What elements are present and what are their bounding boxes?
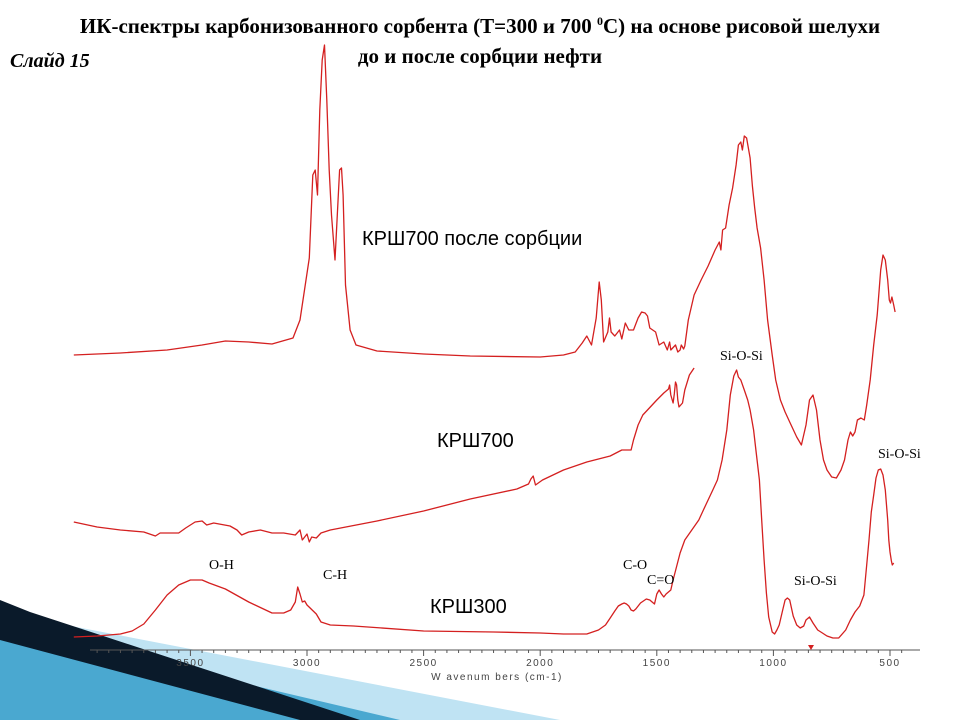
x-tick-label: 2000 [526, 658, 554, 669]
x-axis: 3500 3000 2500 2000 1500 1000 500 W avenum bers… [90, 645, 920, 683]
axis-marker [808, 645, 814, 650]
decorative-ribbon [0, 600, 560, 720]
label-krsh700: КРШ700 [437, 430, 514, 452]
series-krsh300 [73, 369, 895, 639]
slide-title: ИК-спектры карбонизованного сорбента (Т=… [0, 6, 960, 71]
title-line1-post: С) на основе рисовой шелухи [602, 14, 881, 38]
title-line1-pre: ИК-спектры карбонизованного сорбента (Т=… [79, 14, 597, 38]
x-tick-label: 1000 [759, 658, 787, 669]
x-axis-label: W avenum bers (cm-1) [431, 672, 563, 683]
series-krsh700-after-sorption [73, 44, 896, 479]
ribbon-blue-band [0, 615, 400, 720]
x-tick-label: 3500 [176, 658, 204, 669]
annotation-c-h: C-H [323, 568, 347, 583]
annotation-o-h: O-H [209, 558, 234, 573]
annotation-si-o-si-top: Si-O-Si [720, 349, 763, 364]
title-superscript: 0 [596, 14, 603, 28]
curve-labels: КРШ700 после сорбции КРШ700 КРШ300 [362, 228, 582, 618]
x-tick-label: 3000 [293, 658, 321, 669]
x-tick-label: 500 [879, 658, 900, 669]
annotation-si-o-si-bottom: Si-O-Si [794, 574, 837, 589]
annotation-c-o: C-O [623, 558, 647, 573]
series-krsh700 [73, 367, 695, 543]
label-krsh700-after-sorption: КРШ700 после сорбции [362, 228, 582, 250]
annotation-c-eq-o: C=O [647, 573, 674, 588]
annotation-si-o-si-right: Si-O-Si [878, 447, 921, 462]
band-annotations: Si-O-Si Si-O-Si Si-O-Si O-H C-H C-OC=O [209, 349, 921, 589]
slide-number: Слайд 15 [10, 50, 90, 72]
x-tick-label: 1500 [643, 658, 671, 669]
title-line2: до и после сорбции нефти [357, 44, 603, 68]
label-krsh300: КРШ300 [430, 596, 507, 618]
x-tick-label: 2500 [409, 658, 437, 669]
spectra-curves [73, 44, 896, 639]
